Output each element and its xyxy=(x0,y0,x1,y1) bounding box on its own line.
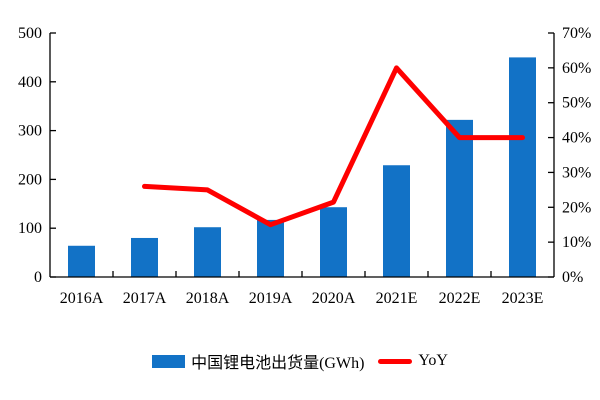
right-axis-tick-label: 50% xyxy=(562,95,591,112)
left-axis-tick-label: 200 xyxy=(18,171,42,188)
bar-series-label: 中国锂电池出货量(GWh) xyxy=(191,355,365,372)
legend-item-bar: 中国锂电池出货量(GWh) xyxy=(152,349,364,373)
bar-2023E xyxy=(509,57,536,278)
x-axis-label-2020A: 2020A xyxy=(312,290,356,307)
left-axis-tick-label: 300 xyxy=(18,123,42,140)
bar-2021E xyxy=(383,165,410,277)
bar-2016A xyxy=(68,245,95,277)
left-axis-tick-label: 100 xyxy=(18,220,42,237)
x-axis-label-2017A: 2017A xyxy=(123,290,167,307)
yoy-line xyxy=(142,65,525,228)
right-axis-tick-label: 10% xyxy=(562,234,591,251)
chart-canvas: 0 100 200 300 400 500 0% 10% 20% 30% 40% 50% 60% 70% 2… xyxy=(18,25,591,307)
bar-2020A xyxy=(320,207,347,277)
line-series-swatch xyxy=(378,358,413,364)
x-axis-label-2019A: 2019A xyxy=(249,290,293,307)
bar-2019A xyxy=(257,219,284,277)
chart-legend: 中国锂电池出货量(GWh) YoY xyxy=(0,349,600,373)
right-axis-tick-label: 20% xyxy=(562,199,591,216)
bar-2018A xyxy=(194,227,221,277)
x-axis-label-2016A: 2016A xyxy=(60,290,104,307)
bar-series-swatch xyxy=(152,354,186,368)
right-axis-tick-label: 0% xyxy=(562,269,583,286)
right-axis-tick-label: 30% xyxy=(562,164,591,181)
bar-2017A xyxy=(131,237,158,277)
right-axis-tick-label: 70% xyxy=(562,25,591,42)
left-axis-tick-label: 0 xyxy=(34,269,42,286)
line-series-label: YoY xyxy=(418,352,448,369)
x-axis-label-2023E: 2023E xyxy=(502,290,544,307)
x-axis-label-2022E: 2022E xyxy=(439,290,481,307)
left-axis-tick-label: 400 xyxy=(18,74,42,91)
right-axis-tick-label: 40% xyxy=(562,130,591,147)
legend-item-line: YoY xyxy=(378,352,448,370)
x-axis-label-2018A: 2018A xyxy=(186,290,230,307)
left-axis-tick-label: 500 xyxy=(18,25,42,42)
x-axis-label-2021E: 2021E xyxy=(376,290,418,307)
bar-2022E xyxy=(446,119,473,277)
right-axis-tick-label: 60% xyxy=(562,60,591,77)
